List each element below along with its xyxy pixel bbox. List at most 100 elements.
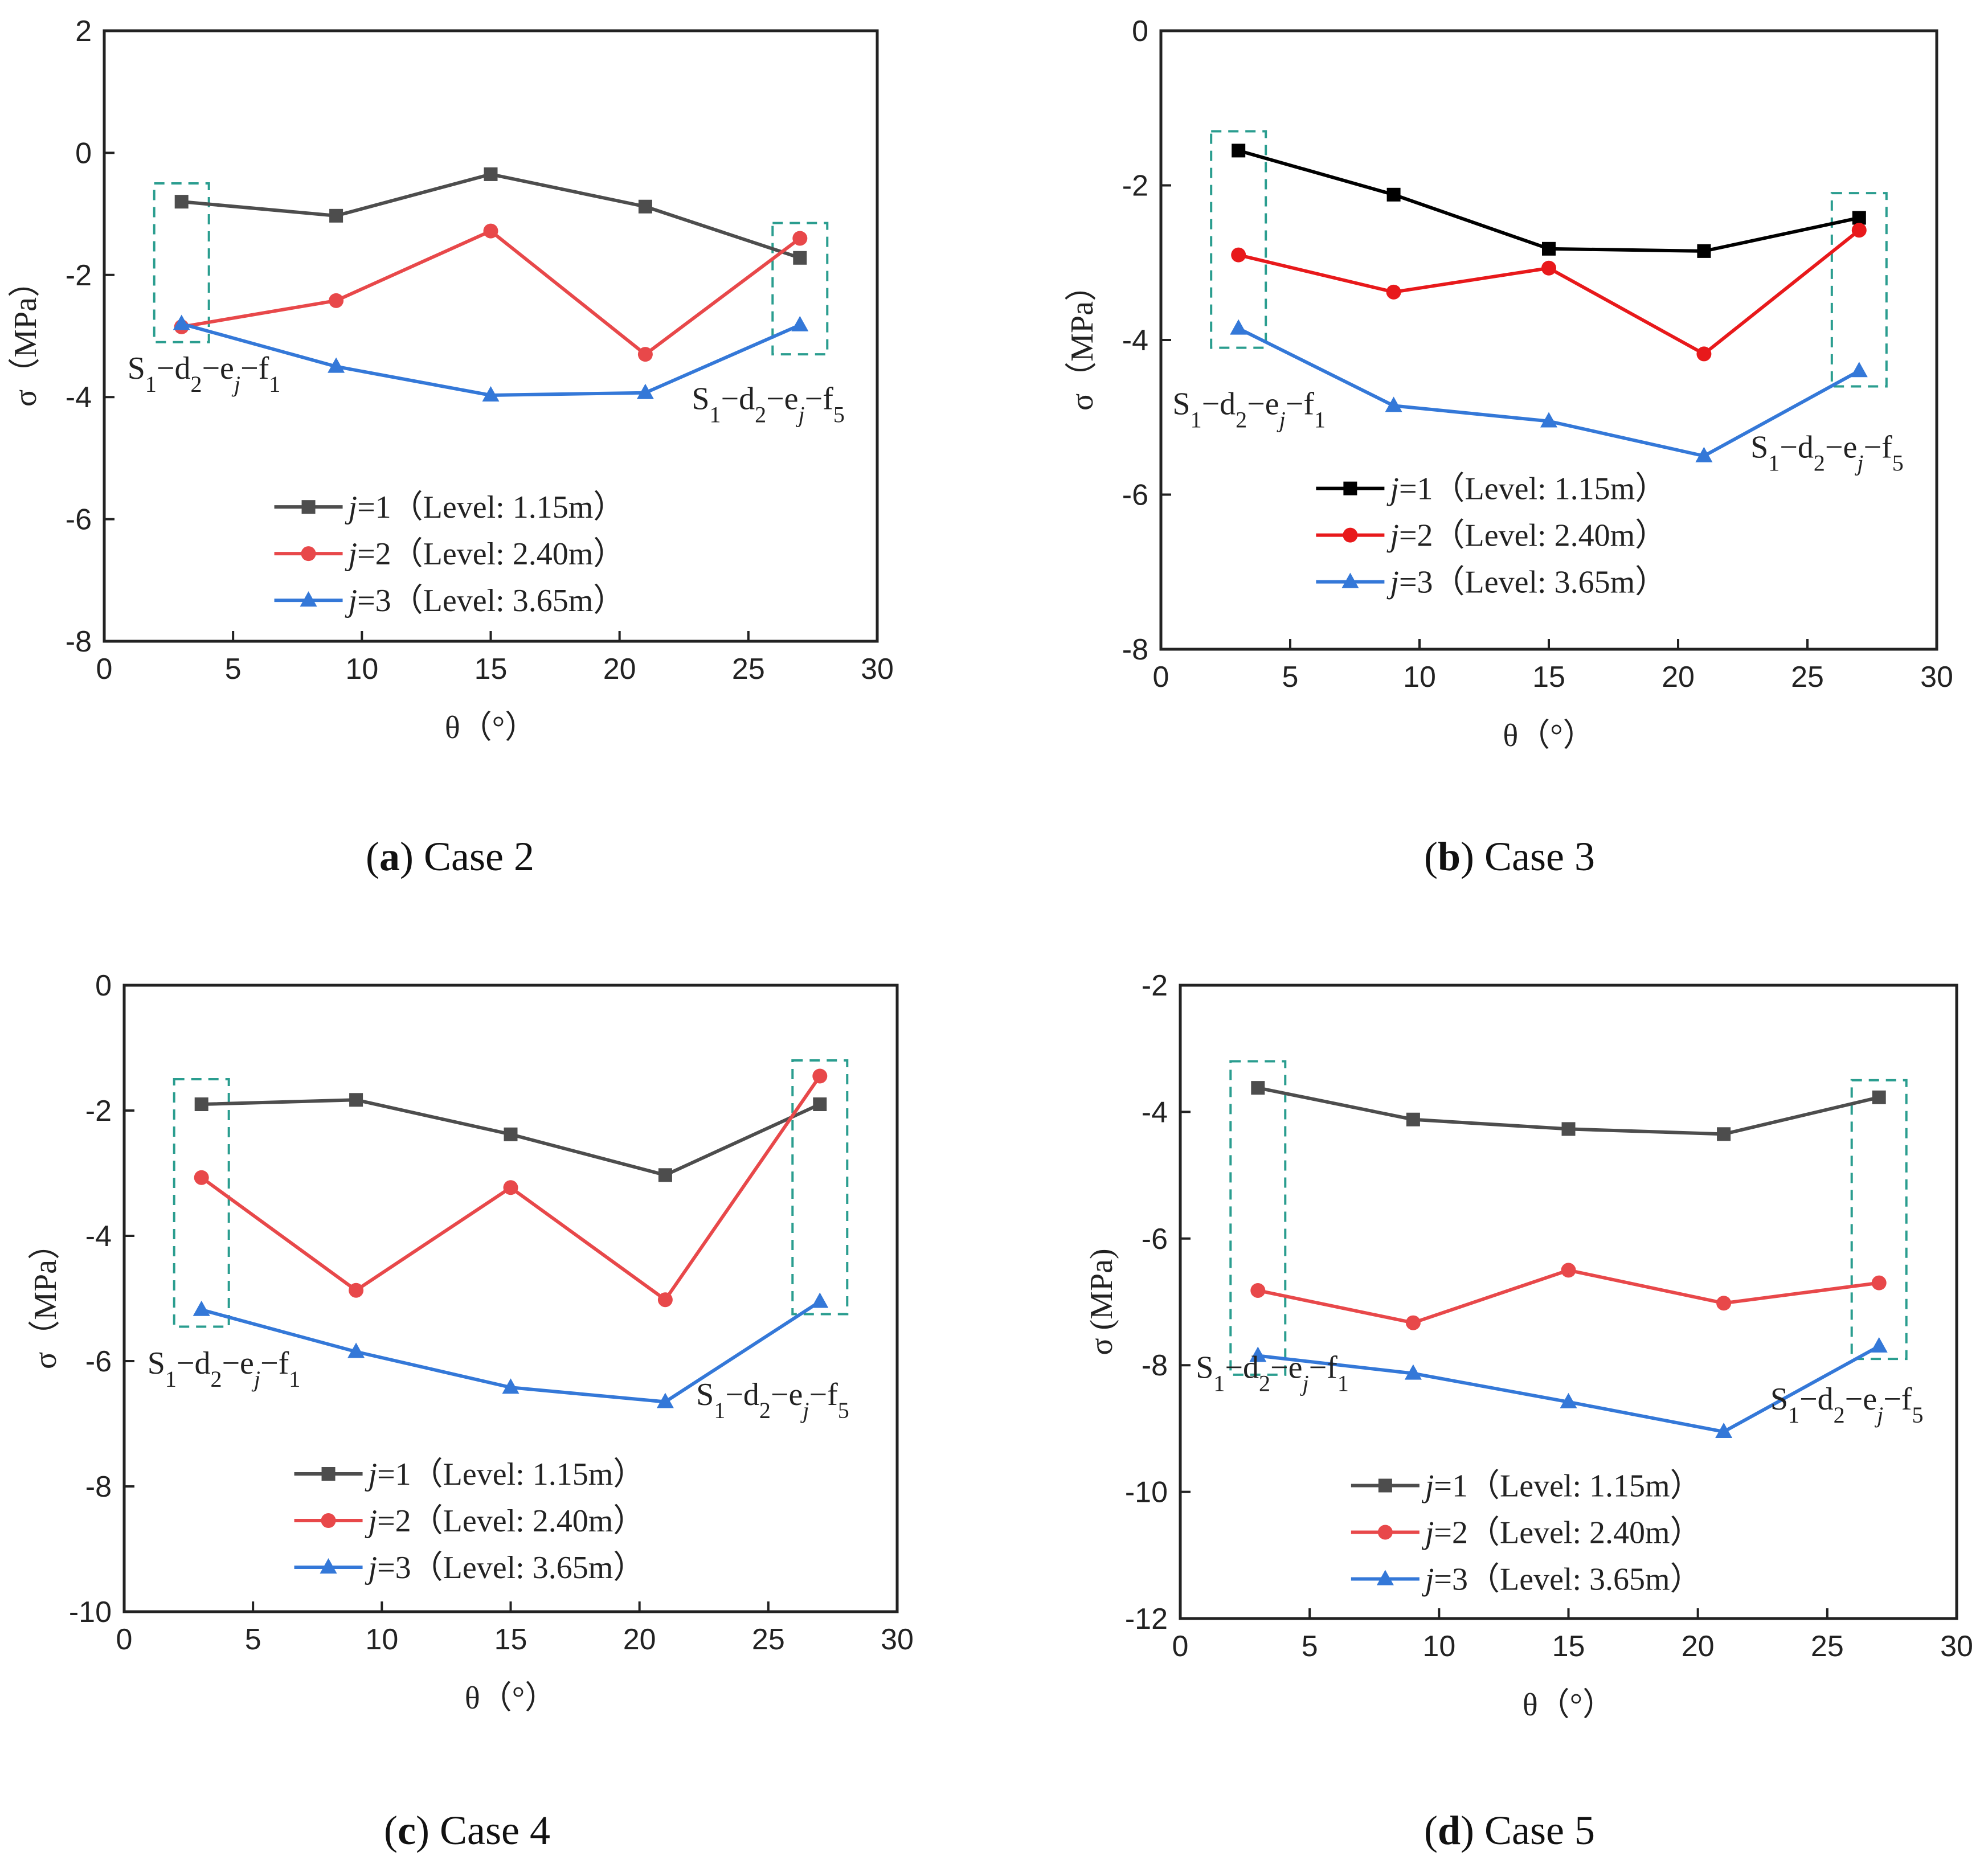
legend-marker bbox=[301, 546, 316, 562]
data-point bbox=[1715, 1422, 1733, 1438]
x-tick-label: 30 bbox=[1920, 661, 1953, 694]
data-point bbox=[793, 251, 807, 265]
series-2 bbox=[174, 223, 808, 362]
x-tick-label: 10 bbox=[365, 1623, 398, 1656]
data-point bbox=[636, 383, 654, 399]
annotation-right: S1−d2−ej−f5 bbox=[1750, 429, 1904, 476]
data-point bbox=[1406, 1112, 1420, 1126]
y-tick-label: 2 bbox=[75, 15, 92, 48]
x-tick-label: 0 bbox=[1172, 1630, 1189, 1663]
data-point bbox=[1852, 211, 1866, 225]
data-point bbox=[1404, 1364, 1422, 1380]
y-tick-label: -8 bbox=[66, 625, 92, 658]
y-tick-label: -6 bbox=[1122, 479, 1148, 512]
data-point bbox=[193, 1300, 210, 1316]
data-point bbox=[658, 1168, 672, 1182]
data-point bbox=[1561, 1263, 1576, 1278]
x-tick-label: 25 bbox=[732, 653, 765, 686]
data-point bbox=[502, 1378, 520, 1394]
y-axis-label: σ (MPa) bbox=[1084, 1248, 1119, 1355]
y-axis-label: σ（MPa） bbox=[28, 1228, 63, 1369]
x-tick-label: 5 bbox=[1302, 1630, 1318, 1663]
data-point bbox=[1386, 284, 1401, 300]
x-axis-label: θ（°） bbox=[1523, 1687, 1614, 1723]
legend-entry: j=1（Level: 1.15m） bbox=[1386, 472, 1667, 507]
highlight-box-right bbox=[1830, 192, 1888, 388]
data-point bbox=[811, 1292, 829, 1308]
highlight-box-right bbox=[791, 1059, 849, 1316]
data-point bbox=[637, 347, 653, 362]
y-tick-label: -8 bbox=[85, 1470, 112, 1503]
y-tick-label: -4 bbox=[66, 381, 92, 414]
x-tick-label: 15 bbox=[474, 653, 508, 686]
data-point bbox=[1695, 446, 1713, 462]
legend-entry: j=3（Level: 3.65m） bbox=[1386, 565, 1667, 600]
chart-caption: (b) Case 3 bbox=[1424, 834, 1595, 879]
x-tick-label: 25 bbox=[1811, 1630, 1844, 1663]
legend-marker bbox=[320, 1558, 337, 1574]
y-tick-label: -4 bbox=[85, 1220, 112, 1253]
data-point bbox=[1871, 1275, 1887, 1290]
data-point bbox=[1540, 412, 1557, 428]
annotation-left: S1−d2−ej−f1 bbox=[1196, 1350, 1349, 1396]
chart-d: 0 5 10 15 20 25 30 -12 -10 -8 -6 -4 -2 θ（°） σ (MPa) S1−… bbox=[1084, 969, 1973, 1853]
x-tick-label: 10 bbox=[1403, 661, 1436, 694]
chart-caption: (c) Case 4 bbox=[384, 1808, 550, 1853]
data-point bbox=[1716, 1296, 1732, 1311]
legend-marker bbox=[321, 1467, 336, 1481]
y-tick-label: -4 bbox=[1142, 1096, 1168, 1129]
y-tick-label: -6 bbox=[66, 503, 92, 536]
x-tick-label: 20 bbox=[623, 1623, 656, 1656]
x-tick-label: 5 bbox=[1282, 661, 1299, 694]
data-point bbox=[328, 357, 345, 373]
x-tick-label: 5 bbox=[225, 653, 242, 686]
y-tick-label: 0 bbox=[75, 137, 92, 170]
series-1 bbox=[194, 1093, 827, 1182]
data-point bbox=[1696, 346, 1712, 362]
legend-marker bbox=[1377, 1525, 1393, 1540]
highlight-box-left bbox=[173, 1078, 230, 1328]
data-point bbox=[791, 316, 809, 331]
series-line bbox=[181, 172, 801, 260]
legend-marker bbox=[300, 591, 317, 607]
x-tick-label: 15 bbox=[1552, 1630, 1585, 1663]
data-point bbox=[1386, 187, 1401, 202]
x-tick-label: 20 bbox=[1662, 661, 1695, 694]
annotation-left: S1−d2−ej−f1 bbox=[148, 1346, 301, 1392]
data-point bbox=[504, 1127, 518, 1141]
data-point bbox=[484, 167, 498, 181]
y-tick-label: 0 bbox=[1132, 15, 1148, 48]
x-tick-label: 30 bbox=[861, 653, 894, 686]
y-tick-label: -2 bbox=[66, 259, 92, 292]
x-tick-label: 0 bbox=[96, 653, 113, 686]
series-1 bbox=[1251, 1081, 1886, 1141]
legend-entry: j=1（Level: 1.15m） bbox=[345, 490, 625, 525]
data-point bbox=[349, 1093, 363, 1107]
data-point bbox=[1561, 1122, 1576, 1136]
annotation-left: S1−d2−ej−f1 bbox=[1172, 386, 1326, 432]
y-tick-label: -12 bbox=[1125, 1603, 1168, 1636]
data-point bbox=[657, 1292, 673, 1308]
x-tick-label: 5 bbox=[245, 1623, 261, 1656]
data-point bbox=[503, 1180, 518, 1195]
y-tick-label: 0 bbox=[95, 969, 112, 1002]
annotation-right: S1−d2−ej−f5 bbox=[692, 382, 845, 428]
data-point bbox=[1230, 319, 1247, 335]
annotation-right: S1−d2−ej−f5 bbox=[1770, 1382, 1924, 1428]
legend: j=1（Level: 1.15m） j=2（Level: 2.40m） j=3（Le… bbox=[1316, 472, 1667, 600]
x-tick-label: 0 bbox=[116, 1623, 133, 1656]
data-point bbox=[347, 1342, 365, 1358]
chart-caption: (d) Case 5 bbox=[1424, 1808, 1595, 1853]
x-tick-label: 0 bbox=[1153, 661, 1169, 694]
data-point bbox=[792, 231, 808, 246]
legend: j=1（Level: 1.15m） j=2（Level: 2.40m） j=3（Le… bbox=[294, 1457, 645, 1585]
y-tick-label: -6 bbox=[85, 1345, 112, 1378]
series-line bbox=[181, 229, 801, 357]
y-axis-label: σ（MPa） bbox=[8, 265, 43, 407]
x-axis-label: θ（°） bbox=[445, 710, 537, 745]
legend-entry: j=2（Level: 2.40m） bbox=[365, 1503, 645, 1539]
series-2 bbox=[1231, 223, 1867, 362]
legend-entry: j=3（Level: 3.65m） bbox=[1422, 1562, 1702, 1597]
legend-entry: j=2（Level: 2.40m） bbox=[1386, 518, 1667, 554]
